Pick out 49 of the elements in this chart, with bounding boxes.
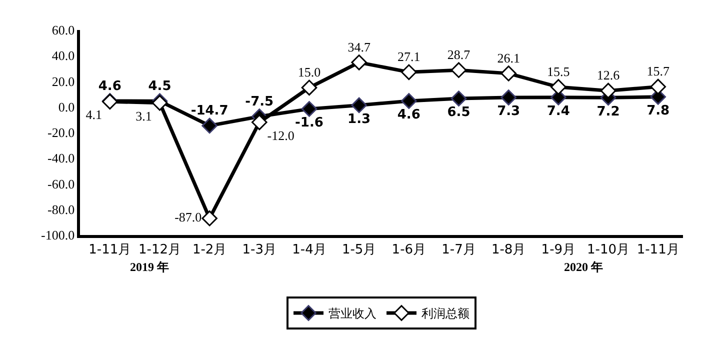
x-tick-label: 1-11月: [88, 242, 132, 258]
data-label: -1.6: [295, 116, 324, 131]
x-tick-label: 1-8月: [491, 242, 526, 258]
data-label: -87.0: [174, 210, 202, 225]
legend-label: 营业收入: [328, 306, 376, 321]
data-label: 15.5: [547, 64, 570, 79]
x-tick-label: 1-3月: [242, 242, 277, 258]
data-label: 4.6: [397, 108, 420, 123]
y-tick-label: -100.0: [41, 228, 75, 243]
y-tick-label: 40.0: [52, 48, 75, 64]
data-label: -7.5: [245, 94, 274, 110]
data-label: 4.5: [148, 78, 172, 94]
data-label: 4.6: [98, 78, 122, 94]
data-label: 7.8: [646, 104, 670, 119]
x-tick-label: 1-6月: [392, 242, 426, 258]
y-tick-label: 0.0: [58, 99, 75, 114]
data-label: 7.4: [546, 104, 570, 120]
x-tick-label: 1-5月: [342, 242, 376, 258]
x-tick-label: 1-11月: [636, 242, 680, 258]
y-tick-label: -60.0: [48, 176, 75, 192]
x-tick-label: 1-4月: [292, 242, 326, 258]
data-label: 1.3: [348, 112, 371, 127]
data-label: 26.1: [497, 50, 520, 66]
legend-label: 利润总额: [422, 306, 470, 321]
data-label: 28.7: [447, 46, 471, 62]
y-tick-label: -40.0: [48, 150, 75, 166]
data-label: 7.3: [497, 104, 520, 120]
data-label: 6.5: [447, 105, 470, 120]
x-tick-label: 1-10月: [586, 242, 630, 258]
data-label: -12.0: [267, 128, 294, 143]
y-tick-label: 60.0: [52, 22, 75, 38]
data-label: -14.7: [190, 104, 228, 119]
data-label: 3.1: [136, 108, 152, 124]
x-tick-label: 1-7月: [442, 242, 476, 258]
y-tick-label: -20.0: [48, 125, 75, 140]
y-tick-label: 20.0: [52, 74, 75, 89]
y-tick-label: -80.0: [48, 202, 75, 217]
data-label: 34.7: [348, 39, 371, 54]
x-tick-label: 1-12月: [138, 242, 181, 258]
x-tick-label: 1-2月: [192, 242, 227, 258]
data-label: 15.7: [646, 64, 670, 79]
data-label: 27.1: [398, 49, 420, 64]
data-label: 12.6: [596, 68, 620, 83]
text: 2019 年: [130, 260, 169, 274]
x-tick-label: 1-9月: [541, 242, 576, 258]
data-label: 4.1: [86, 107, 102, 122]
text: 2020 年: [564, 260, 603, 274]
data-label: 15.0: [298, 64, 321, 80]
data-label: 7.2: [596, 104, 620, 120]
